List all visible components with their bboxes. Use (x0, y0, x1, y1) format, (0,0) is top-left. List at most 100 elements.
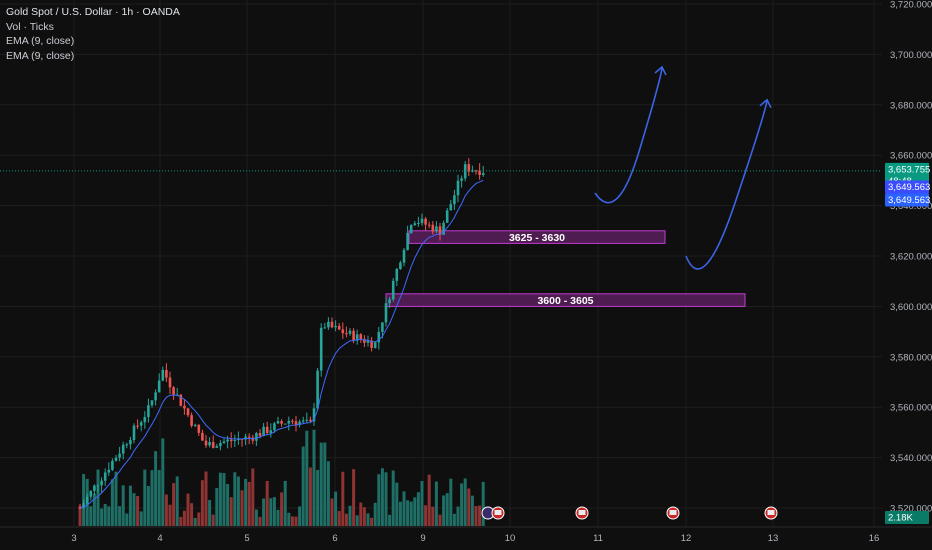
candle-body (334, 325, 337, 328)
candle-body (125, 444, 129, 446)
volume-bar (161, 438, 165, 526)
candle-body (409, 225, 413, 233)
candle-body (179, 394, 183, 406)
volume-bar (92, 493, 96, 526)
volume-bar (348, 505, 352, 526)
time-tick-label: 5 (244, 533, 249, 544)
candle-body (402, 249, 406, 263)
candle-body (211, 442, 215, 448)
price-tick-label: 3,600.000 (890, 302, 932, 313)
candle-body (345, 333, 348, 335)
flag-stripe (578, 510, 586, 515)
candle-body (384, 303, 388, 323)
volume-bar (269, 498, 273, 526)
volume-bar (197, 512, 201, 526)
volume-bar (132, 493, 136, 526)
candle-body (287, 420, 291, 424)
ema-badge-2-text: 3,649.563 (888, 195, 930, 206)
candle-body (247, 436, 251, 438)
candle-body (420, 218, 424, 223)
volume-bar (362, 507, 366, 526)
volume-bar (179, 516, 183, 526)
candle-body (449, 204, 453, 211)
candle-body (431, 224, 435, 232)
volume-bar (424, 505, 428, 526)
volume-bar (449, 478, 453, 526)
volume-bar (377, 474, 381, 526)
price-tick-label: 3,520.000 (890, 504, 932, 515)
candle-body (424, 218, 427, 225)
candle-body (226, 439, 229, 442)
candle-body (438, 226, 442, 235)
projection-arrow-curve (594, 66, 663, 204)
chart-legend: Gold Spot / U.S. Dollar · 1h · OANDA Vol… (6, 5, 180, 63)
volume-bar (154, 451, 158, 526)
candle-body (377, 331, 381, 343)
projection-arrows[interactable] (594, 65, 772, 270)
volume-bar (146, 485, 150, 526)
time-axis: 3 4 5 6 9 10 11 12 13 16 (0, 526, 932, 544)
candle-body (107, 469, 111, 473)
volume-bar (406, 500, 410, 526)
candle-body (150, 400, 154, 406)
candle-body (309, 419, 312, 422)
candle-body (143, 417, 147, 423)
symbol-title[interactable]: Gold Spot / U.S. Dollar · 1h · OANDA (6, 6, 180, 18)
volume-bar (316, 470, 320, 526)
candle-body (305, 419, 309, 421)
candle-body (269, 430, 273, 434)
candle-body (427, 224, 431, 226)
volume-bar (344, 513, 348, 526)
candle-body (201, 432, 204, 441)
candle-body (337, 325, 341, 330)
volume-bar (283, 480, 287, 526)
time-tick-label: 11 (593, 533, 603, 544)
zone-box (408, 230, 666, 244)
candle-body (183, 405, 186, 409)
candle-body (273, 423, 276, 431)
volume-badge (885, 511, 929, 524)
volume-bar (384, 472, 388, 526)
indicator-volume[interactable]: Vol · Ticks (6, 20, 54, 33)
time-tick-label: 16 (869, 533, 880, 544)
economic-event-icons[interactable] (481, 506, 778, 520)
candle-body (255, 433, 258, 441)
candle-body (327, 321, 330, 328)
candle-body (89, 490, 93, 497)
volume-bar (474, 506, 478, 526)
candle-body (219, 443, 222, 447)
candle-body (93, 485, 96, 491)
volume-bar (265, 481, 269, 526)
time-tick-label: 9 (420, 533, 425, 544)
candle-body (395, 268, 399, 281)
volume-bar (96, 469, 100, 526)
zone-label: 3600 - 3605 (537, 295, 593, 307)
volume-bar (208, 500, 212, 526)
volume-bar (121, 485, 125, 526)
volume-bar (323, 442, 327, 526)
candle-body (435, 226, 438, 232)
indicator-ema-1[interactable]: EMA (9, close) (6, 35, 75, 47)
candle-body (417, 222, 420, 224)
candle-body (283, 423, 287, 425)
candle-body (355, 334, 359, 341)
ema-badge-1 (885, 180, 929, 194)
volume-bar (200, 480, 204, 526)
candle-body (413, 223, 417, 226)
indicator-ema-2[interactable]: EMA (9, close) (6, 49, 75, 62)
candle-body (237, 438, 240, 441)
volume-bar (294, 516, 298, 526)
price-tick-label: 3,720.000 (890, 0, 932, 11)
volume-bar (78, 505, 82, 526)
volume-bar (330, 498, 334, 526)
candle-body (121, 444, 125, 454)
candle-body (103, 472, 107, 481)
candle-body (348, 330, 352, 334)
candle-body (294, 421, 298, 425)
zone-boxes[interactable]: 3625 - 3630 3600 - 3605 (385, 230, 746, 307)
candle-body (204, 440, 208, 446)
candle-body (262, 426, 265, 437)
volume-bar (452, 513, 456, 526)
